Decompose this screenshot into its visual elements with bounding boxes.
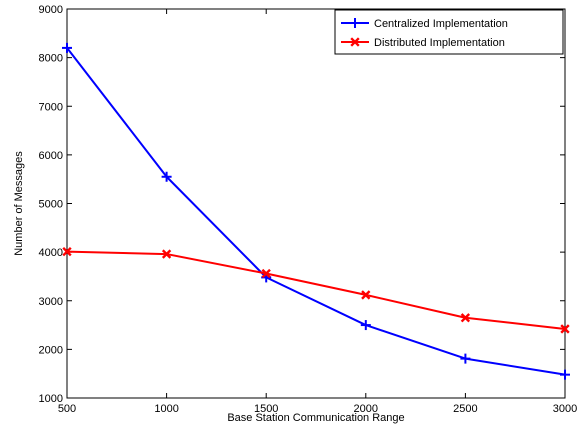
data-point-distributed	[62, 246, 72, 257]
data-point-centralized	[560, 369, 570, 380]
series-line-centralized	[66, 47, 566, 376]
data-point-distributed	[361, 290, 371, 300]
ticks-layer: 500 1000 1500 2000 2500 300010002000300040005…	[39, 4, 578, 415]
y-tick-label: 2000	[39, 344, 63, 356]
data-point-distributed	[161, 249, 172, 259]
y-tick-label: 6000	[39, 150, 63, 162]
y-tick-label: 5000	[39, 199, 63, 211]
series-layer	[62, 42, 570, 380]
x-tick-label: 1000	[154, 403, 178, 415]
x-tick-label: 500	[58, 403, 76, 415]
legend-label-distributed: Distributed Implementation	[374, 37, 505, 49]
data-point-distributed	[261, 268, 271, 279]
data-point-distributed	[560, 324, 570, 334]
data-point-centralized	[161, 171, 172, 182]
data-point-centralized	[62, 42, 72, 53]
data-point-distributed	[460, 313, 471, 323]
data-point-centralized	[460, 353, 471, 364]
x-tick-label: 3000	[553, 403, 577, 415]
y-tick-label: 1000	[39, 393, 63, 405]
legend-box	[334, 9, 564, 55]
legend-marker-distributed	[350, 37, 360, 47]
data-point-centralized	[360, 320, 371, 331]
series-line-distributed	[66, 250, 566, 330]
y-tick-label: 7000	[39, 101, 63, 113]
y-tick-label: 9000	[39, 4, 63, 16]
legend-label-centralized: Centralized Implementation	[374, 18, 508, 30]
y-tick-label: 4000	[39, 247, 63, 259]
y-axis-label: Number of Messages	[13, 151, 25, 256]
y-tick-label: 8000	[39, 53, 63, 65]
x-tick-label: 1500	[254, 403, 278, 415]
x-tick-label: 2000	[354, 403, 378, 415]
plot-area	[66, 8, 566, 399]
x-tick-label: 2500	[453, 403, 477, 415]
y-tick-label: 3000	[39, 296, 63, 308]
legend: Centralized Implementation Distributed Im…	[334, 9, 564, 55]
x-axis-label: Base Station Communication Range	[227, 412, 404, 424]
legend-marker-centralized	[350, 18, 360, 28]
